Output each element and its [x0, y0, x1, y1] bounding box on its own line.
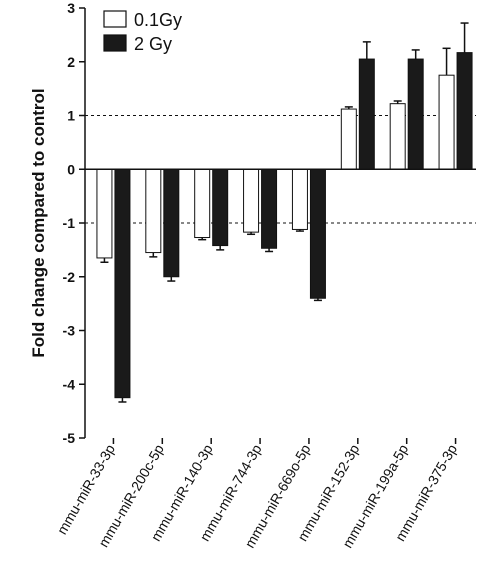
y-tick-label: 3 [67, 0, 75, 16]
y-tick-label: -2 [63, 269, 76, 285]
bar-high-dose [114, 168, 131, 399]
bar-low-dose [340, 108, 357, 170]
y-tick-label: -4 [63, 376, 76, 392]
y-tick-label: -5 [63, 430, 76, 446]
legend-label: 0.1Gy [134, 10, 182, 30]
bar-high-dose [163, 168, 180, 278]
bar-high-dose [456, 52, 473, 170]
bar-low-dose [194, 168, 211, 239]
plot-area [84, 8, 476, 438]
y-tick-label: 0 [67, 161, 75, 177]
bar-low-dose [389, 103, 406, 170]
bar-low-dose [243, 168, 260, 233]
legend-swatch [103, 10, 127, 28]
bar-high-dose [358, 58, 375, 170]
y-tick-label: -1 [63, 215, 76, 231]
bar-low-dose [96, 168, 113, 259]
bar-low-dose [291, 168, 308, 230]
bar-high-dose [261, 168, 278, 249]
bar-high-dose [407, 58, 424, 170]
y-axis-ticks: 3 2 1 0 -1 -2 -3 -4 -5 [63, 0, 85, 446]
legend-swatch [103, 34, 127, 52]
x-axis-ticks: mmu-miR-33-3pmmu-miR-200c-5pmmu-miR-140-… [54, 438, 460, 551]
y-tick-label: 2 [67, 54, 75, 70]
error-bars [100, 22, 469, 403]
y-tick-label: -3 [63, 323, 76, 339]
bar-low-dose [438, 74, 455, 170]
legend-label: 2 Gy [134, 34, 172, 54]
bar-low-dose [145, 168, 162, 254]
y-tick-label: 1 [67, 108, 75, 124]
bars [96, 52, 473, 399]
y-axis-title: Fold change compared to control [29, 88, 48, 357]
legend: 0.1Gy 2 Gy [103, 10, 182, 54]
bar-high-dose [212, 168, 229, 247]
bar-high-dose [309, 168, 326, 299]
